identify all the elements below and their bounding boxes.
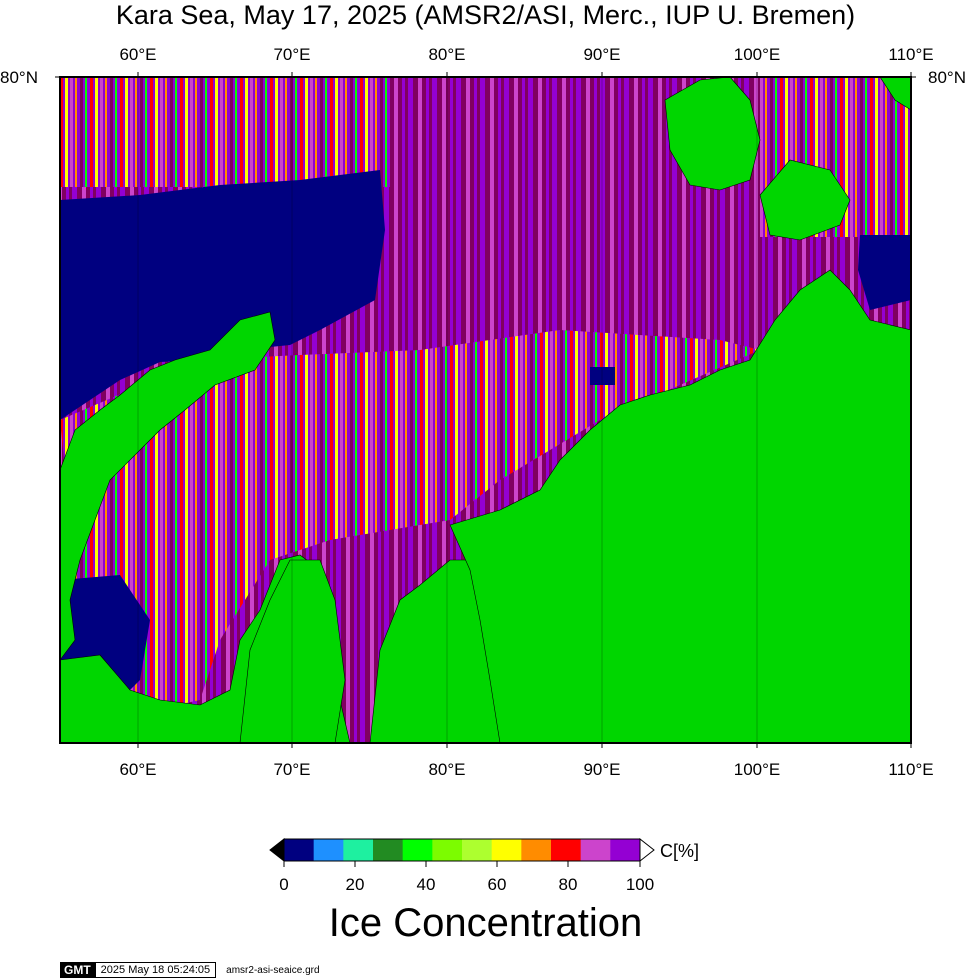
land-bolshevik	[759, 159, 851, 241]
colorbar-segment	[402, 839, 433, 861]
land-taymyr	[449, 269, 912, 744]
colorbar-tick-label: 20	[345, 875, 365, 894]
gmt-logo: GMT	[60, 962, 95, 978]
colorbar-segment	[343, 839, 374, 861]
land-novaya-zemlya	[59, 311, 276, 661]
bottom-tick-label: 90°E	[583, 760, 621, 779]
marginal-ice-top	[60, 77, 390, 187]
colorbar-segment	[521, 839, 552, 861]
open-water-laptev	[858, 235, 911, 310]
bottom-tick-label: 70°E	[273, 760, 311, 779]
colorbar-segment	[432, 839, 463, 861]
bottom-tick-label: 110°E	[888, 760, 934, 779]
open-water-barents	[60, 170, 385, 420]
colorbar-segment	[491, 839, 522, 861]
open-water-patch	[590, 367, 615, 385]
top-tick-label: 90°E	[583, 45, 621, 64]
colorbar-tick-label: 100	[625, 875, 655, 894]
colorbar-segment	[462, 839, 493, 861]
graticule	[137, 77, 758, 743]
top-tick-label: 60°E	[119, 45, 157, 64]
colorbar-under-arrow	[269, 837, 285, 863]
frame-ticks	[55, 72, 916, 748]
colorbar-segment	[313, 839, 344, 861]
lat-label-right: 80°N	[928, 68, 966, 87]
colorbar-title: Ice Concentration	[328, 901, 643, 945]
top-tick-label: 110°E	[888, 45, 934, 64]
top-tick-label: 80°E	[428, 45, 466, 64]
colorbar-tick-label: 40	[416, 875, 436, 894]
top-tick-label: 70°E	[273, 45, 311, 64]
colorbar-over-arrow	[639, 837, 655, 863]
land-severnaya-zemlya	[664, 76, 761, 191]
land-yamal	[239, 559, 346, 744]
bottom-tick-label: 60°E	[119, 760, 157, 779]
colorbar-ticks	[283, 861, 641, 867]
map-area	[59, 76, 912, 744]
colorbar-segment	[284, 839, 315, 861]
colorbar-tick-label: 80	[558, 875, 578, 894]
colorbar-frame	[283, 838, 641, 862]
map-title: Kara Sea, May 17, 2025 (AMSR2/ASI, Merc.…	[115, 0, 856, 30]
colorbar-segment	[580, 839, 611, 861]
map-frame	[59, 76, 912, 744]
colorbar-segment	[551, 839, 582, 861]
timestamp: 2025 May 18 05:24:05	[94, 962, 217, 978]
colorbar	[269, 837, 655, 867]
colorbar-segments	[284, 839, 641, 861]
marginal-ice-south	[60, 330, 760, 715]
colorbar-segment	[610, 839, 641, 861]
gmt-footer: GMT 2025 May 18 05:24:05 amsr2-asi-seaic…	[60, 962, 320, 978]
colorbar-tick-label: 0	[279, 875, 289, 894]
colorbar-segment	[373, 839, 404, 861]
bottom-tick-label: 80°E	[428, 760, 466, 779]
colorbar-tick-label: 60	[487, 875, 507, 894]
bottom-tick-label: 100°E	[733, 760, 781, 779]
lat-label-left: 80°N	[0, 68, 38, 87]
filename: amsr2-asi-seaice.grd	[226, 964, 320, 976]
top-tick-label: 100°E	[733, 45, 781, 64]
colorbar-unit: C[%]	[660, 841, 700, 861]
